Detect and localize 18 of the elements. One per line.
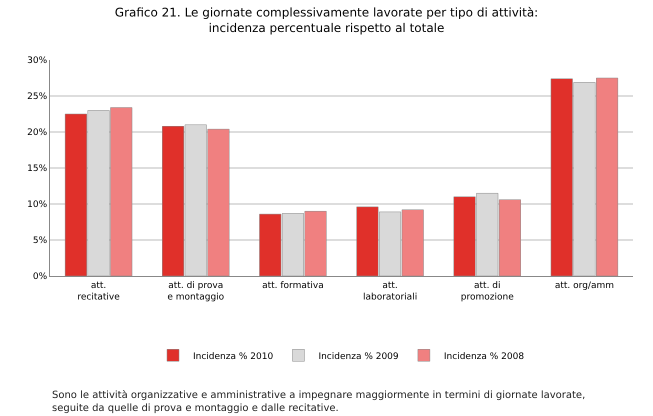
- y-tick-label: 5%: [32, 236, 48, 246]
- y-tick-label: 20%: [27, 128, 48, 138]
- x-tick-label: att. di promozione: [460, 280, 514, 302]
- x-tick-label: att. org/amm: [554, 280, 614, 291]
- y-tick-label: 15%: [27, 164, 48, 174]
- y-tick-label: 0%: [32, 272, 48, 282]
- x-tick-label: att. laboratoriali: [362, 280, 418, 302]
- legend-label: Incidenza % 2009: [318, 352, 399, 362]
- y-tick-label: 30%: [27, 56, 48, 66]
- chart-title: Grafico 21. Le giornate complessivamente lavorate per tipo di attività: incidenza percentuale rispetto al totale: [114, 6, 538, 36]
- text: Sono le attività organizzative e amministrative a impegnare maggiormente in termini di giornate lavorate, seguite da quelle di prova e montaggio e dalle recitative.: [52, 390, 586, 414]
- x-tick-label: att. formativa: [262, 280, 324, 291]
- x-tick-label: att. recitative: [77, 280, 120, 302]
- x-tick-label: att. di prova e montaggio: [167, 280, 225, 302]
- legend-label: Incidenza % 2008: [444, 352, 524, 362]
- y-tick-label: 25%: [27, 92, 48, 102]
- y-tick-label: 10%: [27, 200, 48, 210]
- legend-label: Incidenza % 2010: [193, 352, 274, 362]
